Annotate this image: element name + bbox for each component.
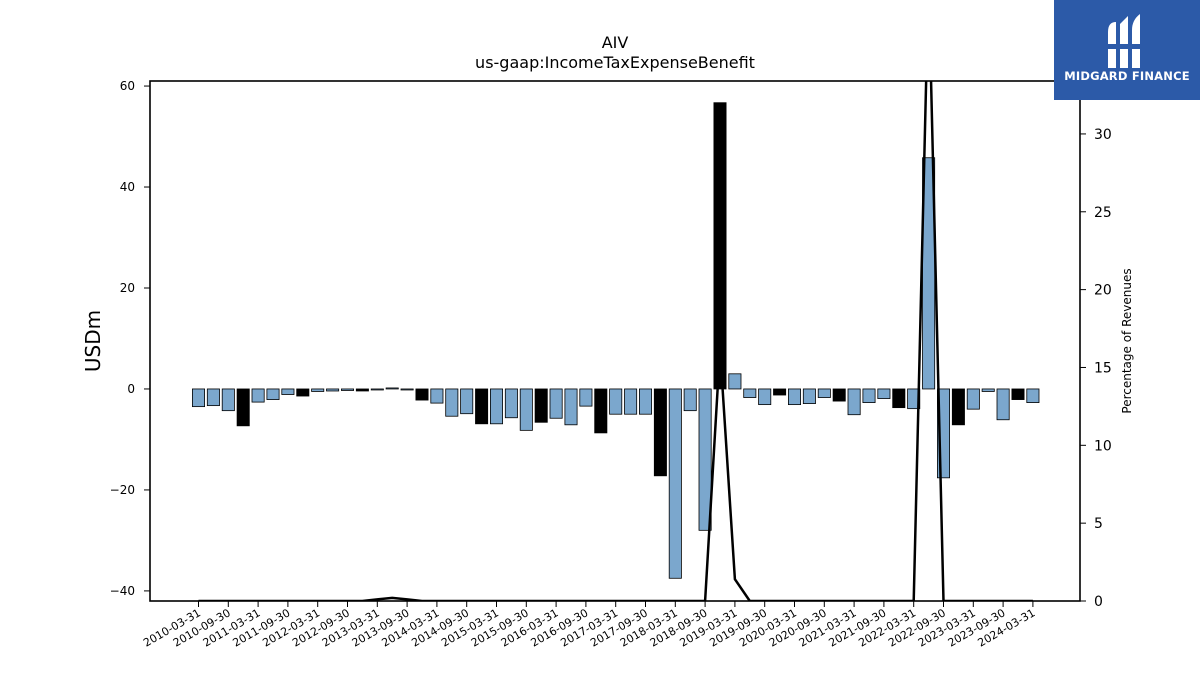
bar-2010-03-31 (191, 388, 205, 408)
bar-2019-09-30 (758, 388, 772, 406)
bar-2013-09-30 (400, 388, 414, 391)
y2-tick-label: 5 (1094, 516, 1103, 532)
bar-2022-12-31 (951, 388, 965, 426)
axes-layer: −40−2002040600510152025302010-03-312010-… (110, 79, 1112, 650)
bar-2014-12-31 (475, 388, 489, 425)
logo-mark-icon (1105, 14, 1149, 68)
bar-2023-12-31 (1011, 388, 1025, 400)
bar-2023-03-31 (966, 388, 980, 410)
y2-tick-label: 10 (1094, 438, 1112, 454)
bar-2012-09-30 (340, 388, 354, 391)
bar-2020-06-30 (802, 388, 816, 405)
bar-2019-06-30 (743, 388, 757, 398)
bars-layer (191, 102, 1040, 579)
bar-2013-12-31 (415, 388, 429, 401)
bar-2012-06-30 (326, 388, 340, 392)
bar-2016-03-31 (549, 388, 563, 419)
chart-subtitle: us-gaap:IncomeTaxExpenseBenefit (475, 53, 755, 72)
bar-2021-03-31 (847, 388, 861, 416)
bar-2021-09-30 (877, 388, 891, 399)
y-tick-label: 40 (120, 180, 135, 194)
bar-2013-03-31 (370, 388, 384, 391)
y-tick-label: −20 (110, 483, 135, 497)
logo-text: MIDGARD FINANCE (1064, 69, 1190, 83)
bar-2011-06-30 (266, 388, 280, 400)
y-axis-label: USDm (81, 310, 105, 372)
bar-2017-03-31 (609, 388, 623, 415)
y2-tick-label: 15 (1094, 360, 1112, 376)
bar-2018-12-31 (713, 102, 727, 390)
bar-2018-09-30 (698, 388, 712, 531)
bar-2012-12-31 (355, 388, 369, 392)
bar-2016-06-30 (564, 388, 578, 426)
bar-2022-03-31 (907, 388, 921, 410)
bar-2014-06-30 (445, 388, 459, 417)
y2-tick-label: 0 (1094, 594, 1103, 610)
bar-2016-12-31 (594, 388, 608, 434)
y-tick-label: 20 (120, 281, 135, 295)
bar-2021-12-31 (892, 388, 906, 409)
bar-2017-06-30 (624, 388, 638, 415)
bar-2010-06-30 (206, 388, 220, 407)
y-tick-label: −40 (110, 584, 135, 598)
y-tick-label: 0 (127, 382, 135, 396)
bar-2016-09-30 (579, 388, 593, 407)
bar-2015-03-31 (489, 388, 503, 425)
plot-frame (149, 80, 1081, 602)
chart-title: AIV (602, 33, 629, 52)
line-layer (198, 81, 1033, 601)
pct-revenue-line (198, 81, 1033, 601)
bar-2017-09-30 (639, 388, 653, 415)
bar-2010-12-31 (236, 388, 250, 427)
bar-2011-12-31 (296, 388, 310, 397)
bar-2021-06-30 (862, 388, 876, 403)
bar-2023-06-30 (981, 388, 995, 392)
bar-2018-03-31 (668, 388, 682, 579)
bar-2015-12-31 (534, 388, 548, 423)
bar-2023-09-30 (996, 388, 1010, 421)
bar-2012-03-31 (311, 388, 325, 392)
y2-axis-label: Percentage of Revenues (1120, 268, 1134, 413)
bar-2020-12-31 (832, 388, 846, 402)
bar-2018-06-30 (683, 388, 697, 412)
y2-tick-label: 25 (1094, 205, 1112, 221)
bar-2019-12-31 (773, 388, 787, 396)
bar-2020-09-30 (817, 388, 831, 398)
bar-2011-09-30 (281, 388, 295, 395)
bar-2019-03-31 (728, 373, 742, 390)
bar-2014-09-30 (460, 388, 474, 415)
midgard-logo: MIDGARD FINANCE (1054, 0, 1200, 100)
bar-2020-03-31 (788, 388, 802, 406)
bar-2017-12-31 (653, 388, 667, 477)
bar-2013-06-30 (385, 387, 399, 390)
bar-2011-03-31 (251, 388, 265, 403)
y2-tick-label: 20 (1094, 283, 1112, 299)
bar-2010-09-30 (221, 388, 235, 412)
bar-2014-03-31 (430, 388, 444, 404)
bar-2015-09-30 (519, 388, 533, 431)
bar-2024-03-31 (1026, 388, 1040, 403)
bar-2015-06-30 (504, 388, 518, 419)
y-tick-label: 60 (120, 79, 135, 93)
y2-tick-label: 30 (1094, 127, 1112, 143)
